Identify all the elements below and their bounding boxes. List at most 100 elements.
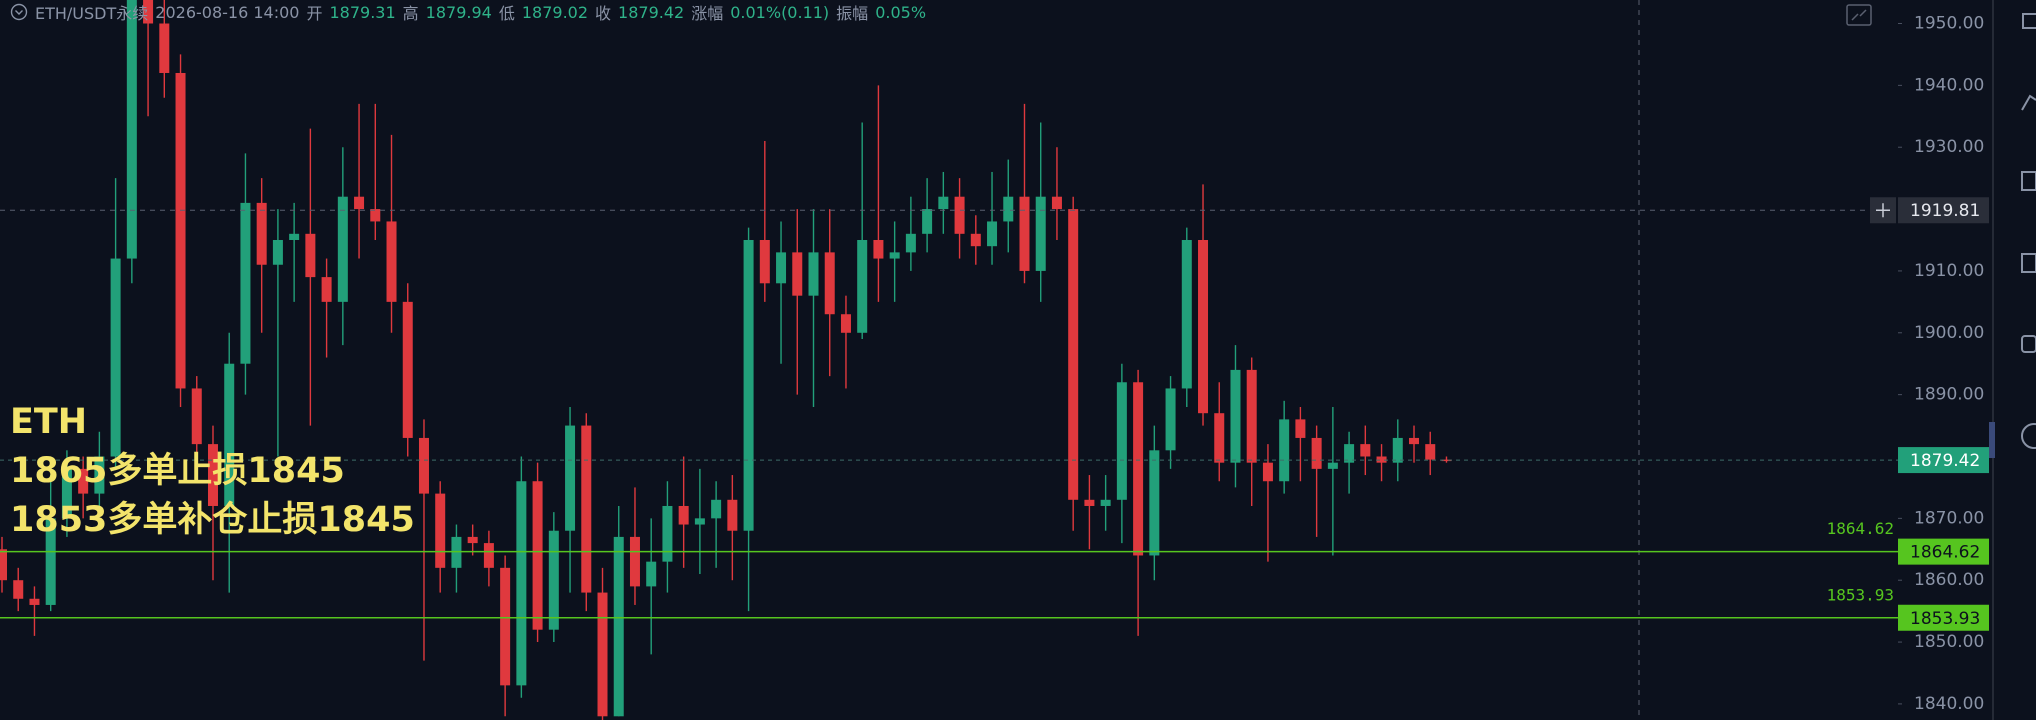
- candle-body: [1100, 499, 1111, 506]
- candle-body: [1409, 437, 1420, 445]
- candle-body: [175, 72, 186, 389]
- open-label: 开: [306, 4, 323, 23]
- candle-body: [1084, 499, 1095, 506]
- candle-body: [954, 196, 965, 234]
- candle-body: [1279, 419, 1290, 482]
- candle-body: [873, 240, 884, 259]
- annotation-line: 1865多单止损1845: [10, 451, 345, 491]
- y-tick-label: 1930.00: [1914, 137, 1984, 157]
- level-tag-label: 1864.62: [1910, 543, 1980, 563]
- crosshair-tag: [1898, 197, 1989, 224]
- high-value: 1879.94: [425, 2, 492, 22]
- candle-body: [987, 221, 998, 247]
- candle-body: [1214, 413, 1225, 463]
- candle-body: [1035, 196, 1046, 271]
- candle-body: [94, 456, 105, 494]
- candle-body: [256, 202, 267, 265]
- candle-body: [1441, 459, 1452, 462]
- level-tag: [1898, 538, 1989, 565]
- candle-body: [581, 425, 592, 593]
- amplitude-label: 振幅: [836, 4, 869, 23]
- candle-body: [289, 233, 300, 240]
- candle-body: [613, 536, 624, 717]
- candle-body: [0, 549, 7, 581]
- candle-body: [629, 536, 640, 587]
- candle-body: [305, 233, 316, 278]
- scroll-tab[interactable]: [1989, 422, 1995, 458]
- candle-body: [240, 202, 251, 364]
- candle-body: [143, 0, 154, 24]
- candle-body: [1262, 462, 1273, 482]
- y-tick-label: 1850.00: [1914, 632, 1984, 652]
- candle-body: [1165, 388, 1176, 451]
- candle-body: [451, 536, 462, 568]
- level-tag-label: 1853.93: [1910, 609, 1980, 629]
- y-tick-label: 1840.00: [1914, 694, 1984, 714]
- high-label: 高: [402, 4, 419, 23]
- candle-body: [1181, 240, 1192, 389]
- candle-body: [889, 252, 900, 259]
- open-value: 1879.31: [329, 2, 396, 22]
- annotation-line: 1853多单补仓止损1845: [10, 500, 415, 540]
- collapse-icon[interactable]: [10, 3, 28, 21]
- candle-body: [418, 437, 429, 494]
- candle-body: [500, 567, 511, 686]
- candle-body: [207, 444, 218, 506]
- annotation: ETH 1865多单止损1845 1853多单补仓止损1845: [10, 398, 415, 545]
- candle-body: [792, 252, 803, 296]
- candle-body: [110, 258, 121, 457]
- candle-body: [1068, 209, 1079, 500]
- expand-icon[interactable]: [1846, 4, 1872, 26]
- candle-body: [29, 598, 40, 605]
- y-tick-label: 1890.00: [1914, 385, 1984, 405]
- side-toolbar[interactable]: [2021, 13, 2036, 449]
- candle-body: [1116, 382, 1127, 500]
- candle-body: [1327, 462, 1338, 469]
- candle-body: [922, 209, 933, 234]
- symbol: ETH/USDT永续: [35, 4, 149, 23]
- candle-body: [824, 252, 835, 315]
- candle-body: [646, 561, 657, 587]
- candle-body: [386, 221, 397, 302]
- candle-body: [1198, 240, 1209, 414]
- candle-body: [1133, 382, 1144, 556]
- candle-body: [840, 314, 851, 333]
- header: ETH/USDT永续 2026-08-16 14:00 开 1879.31 高 18…: [10, 0, 926, 24]
- candle-body: [45, 518, 56, 605]
- level-label: 1864.62: [1827, 519, 1894, 538]
- candle-body: [938, 196, 949, 210]
- y-tick-label: 1910.00: [1914, 261, 1984, 281]
- y-tick-label: 1900.00: [1914, 323, 1984, 343]
- candle-body: [743, 240, 754, 531]
- candle-body: [1376, 456, 1387, 463]
- candle-body: [1149, 450, 1160, 556]
- candle-body: [13, 580, 24, 599]
- candle-body: [1311, 437, 1322, 469]
- candle-body: [1230, 369, 1241, 463]
- candle-body: [808, 252, 819, 296]
- datetime: 2026-08-16 14:00: [155, 2, 300, 22]
- candle-body: [272, 240, 283, 265]
- level-label: 1853.93: [1827, 585, 1894, 604]
- candle-body: [694, 518, 705, 525]
- candle-body: [1425, 444, 1436, 460]
- last-price-label: 1879.42: [1910, 451, 1980, 471]
- candle-body: [548, 530, 559, 630]
- change-label: 涨幅: [691, 4, 724, 23]
- candle-body: [1003, 196, 1014, 222]
- close-label: 收: [595, 4, 612, 23]
- candle-body: [483, 543, 494, 568]
- crosshair-tag-label: 1919.81: [1910, 201, 1980, 221]
- candle-body: [370, 209, 381, 222]
- candle-body: [78, 468, 89, 494]
- crosshair-plus: [1876, 203, 1890, 218]
- candle-body: [678, 505, 689, 525]
- candle-body: [402, 301, 413, 438]
- candle-body: [224, 363, 235, 506]
- candle-body: [532, 481, 543, 630]
- candle-body: [565, 425, 576, 531]
- close-value: 1879.42: [618, 2, 685, 22]
- last-price-tag: [1898, 447, 1989, 474]
